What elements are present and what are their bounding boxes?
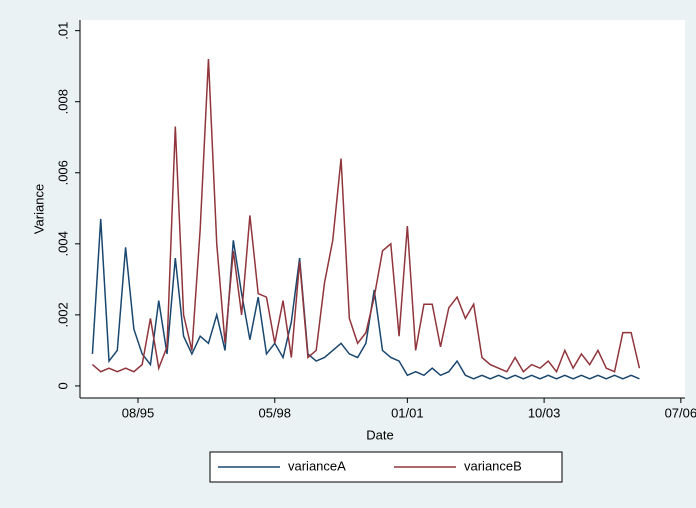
line bbox=[91, 218, 640, 380]
plot-area bbox=[80, 20, 685, 398]
y-tick-label: .002 bbox=[55, 302, 70, 327]
y-tick-label: .008 bbox=[55, 89, 70, 114]
x-tick-label: 10/03 bbox=[528, 405, 561, 420]
x-axis-title: Date bbox=[366, 427, 393, 442]
line bbox=[91, 59, 641, 374]
y-axis-title: Variance bbox=[31, 184, 46, 234]
x-tick-label: 07/06 bbox=[665, 405, 696, 420]
x-tick-label: 08/95 bbox=[122, 405, 155, 420]
x-tick-label: 01/01 bbox=[391, 405, 424, 420]
legend-label: varianceA bbox=[288, 458, 346, 473]
y-tick-label: .01 bbox=[55, 22, 70, 40]
y-tick-label: .006 bbox=[55, 160, 70, 185]
y-tick-label: 0 bbox=[55, 382, 70, 389]
legend-label: varianceB bbox=[464, 458, 522, 473]
legend-box bbox=[209, 451, 563, 483]
y-tick-label: .004 bbox=[55, 231, 70, 256]
x-tick-label: 05/98 bbox=[258, 405, 291, 420]
